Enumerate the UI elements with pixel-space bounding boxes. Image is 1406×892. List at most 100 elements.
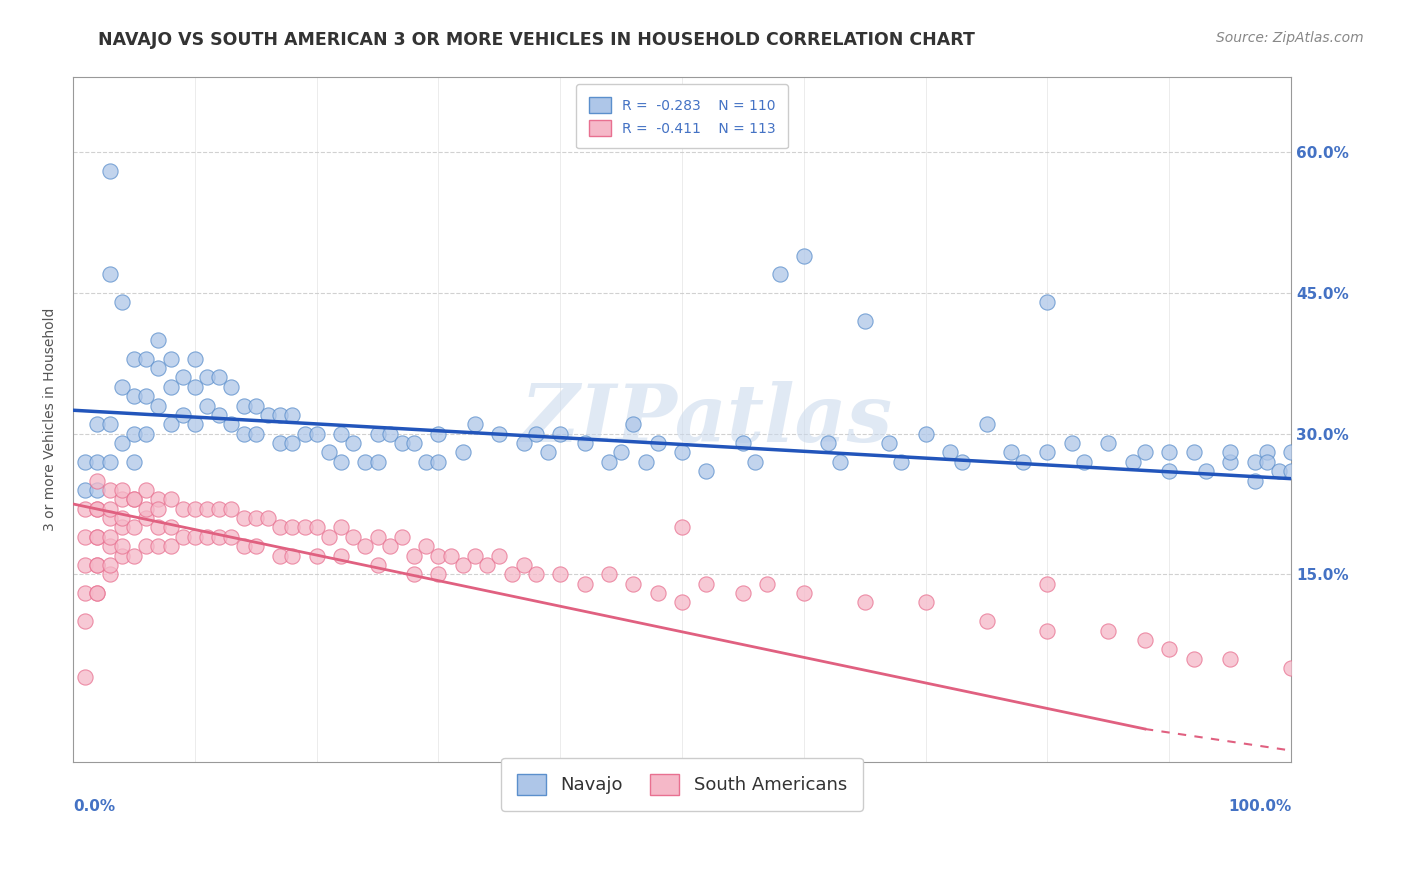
Point [232,399,254,413]
Point [86,586,108,600]
Point [330,426,353,441]
Point [184,501,207,516]
Point [488,426,510,441]
Point [1243,455,1265,469]
Point [621,417,644,432]
Point [354,455,377,469]
Point [122,389,145,403]
Point [634,455,657,469]
Point [367,455,389,469]
Point [853,314,876,328]
Point [232,539,254,553]
Point [768,268,790,282]
Point [148,333,170,347]
Point [245,399,267,413]
Point [75,483,97,497]
Point [86,483,108,497]
Point [172,370,194,384]
Point [195,530,218,544]
Point [98,530,121,544]
Point [501,567,523,582]
Point [111,380,134,394]
Point [184,530,207,544]
Point [939,445,962,459]
Point [415,455,437,469]
Point [294,520,316,534]
Point [391,530,413,544]
Point [305,426,328,441]
Point [695,576,717,591]
Point [75,558,97,572]
Text: NAVAJO VS SOUTH AMERICAN 3 OR MORE VEHICLES IN HOUSEHOLD CORRELATION CHART: NAVAJO VS SOUTH AMERICAN 3 OR MORE VEHIC… [98,31,976,49]
Point [950,455,973,469]
Point [1097,436,1119,450]
Point [86,558,108,572]
Point [1036,295,1059,310]
Point [111,511,134,525]
Point [427,567,450,582]
Point [318,445,340,459]
Point [208,408,231,422]
Point [111,295,134,310]
Point [1073,455,1095,469]
Point [598,567,620,582]
Point [330,455,353,469]
Point [793,586,815,600]
Point [574,576,596,591]
Point [1060,436,1083,450]
Point [122,426,145,441]
Point [98,511,121,525]
Point [159,492,181,507]
Point [477,558,499,572]
Point [464,417,486,432]
Point [1012,455,1035,469]
Point [367,426,389,441]
Point [367,558,389,572]
Point [148,361,170,376]
Point [548,567,571,582]
Point [1219,455,1241,469]
Point [830,455,852,469]
Point [245,426,267,441]
Point [86,455,108,469]
Point [1036,624,1059,638]
Point [1279,464,1302,478]
Text: Source: ZipAtlas.com: Source: ZipAtlas.com [1216,31,1364,45]
Point [621,576,644,591]
Point [404,567,426,582]
Point [1182,651,1205,665]
Point [75,614,97,628]
Point [111,492,134,507]
Point [853,595,876,609]
Point [415,539,437,553]
Point [281,436,304,450]
Point [135,539,157,553]
Point [122,520,145,534]
Point [1122,455,1144,469]
Point [98,539,121,553]
Point [98,567,121,582]
Point [148,520,170,534]
Point [111,436,134,450]
Point [1159,642,1181,657]
Point [281,549,304,563]
Point [172,408,194,422]
Point [513,558,536,572]
Point [221,380,243,394]
Point [269,408,291,422]
Point [294,426,316,441]
Point [695,464,717,478]
Point [208,501,231,516]
Point [122,549,145,563]
Point [914,595,936,609]
Point [122,455,145,469]
Point [184,417,207,432]
Point [793,248,815,262]
Point [1000,445,1022,459]
Point [98,417,121,432]
Point [135,501,157,516]
Point [159,539,181,553]
Point [427,426,450,441]
Point [122,351,145,366]
Point [488,549,510,563]
